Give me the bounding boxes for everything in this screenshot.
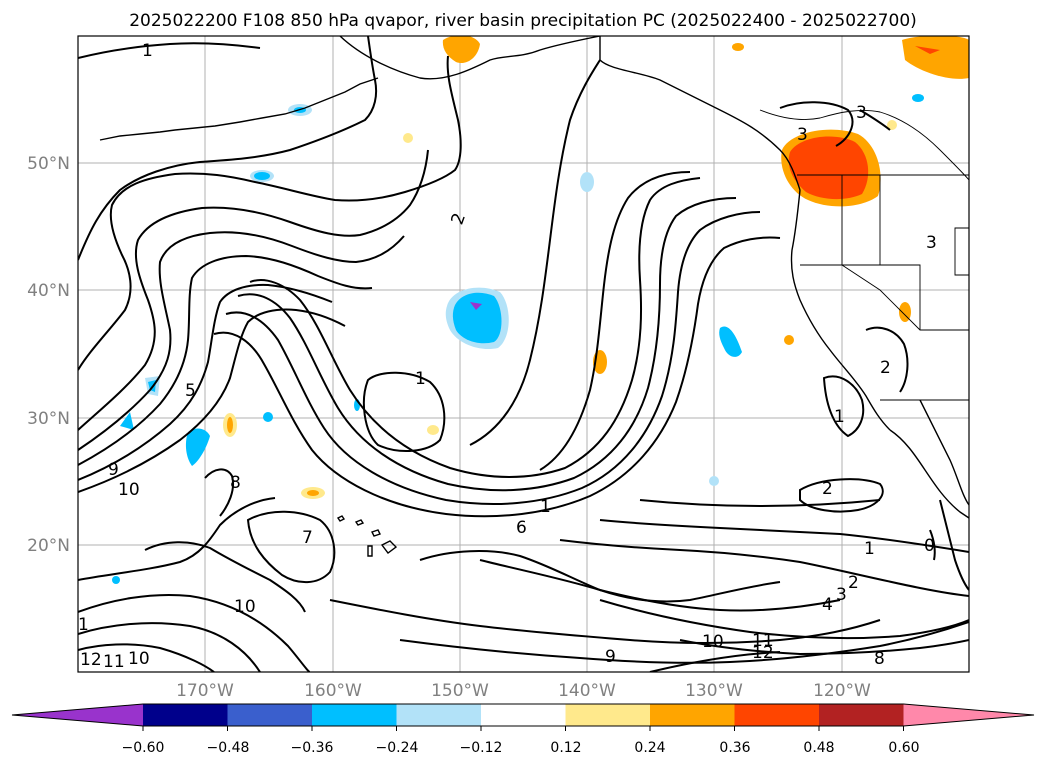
colorbar-tick-label: −0.24 [376, 740, 419, 756]
contour-label: 10 [118, 480, 140, 500]
colorbar-segment [227, 704, 313, 726]
colorbar-segment [819, 704, 904, 726]
contour-label: 2 [822, 479, 833, 499]
lat-label: 50°N [27, 154, 70, 174]
colorbar-segment [565, 704, 651, 726]
contour-label: 3 [926, 233, 937, 253]
contour-label: 10 [234, 597, 256, 617]
contour-label: 1 [540, 497, 551, 517]
map-content [78, 36, 969, 672]
contour-label: 11 [103, 652, 125, 672]
contour-label: 3 [856, 103, 867, 123]
lat-label: 30°N [27, 409, 70, 429]
coastlines [99, 36, 969, 557]
contour-label: 1 [142, 41, 153, 61]
colorbar [11, 703, 1035, 731]
colorbar-segment [650, 704, 735, 726]
contour-label: 1 [864, 539, 875, 559]
contour-label: 4 [822, 595, 833, 615]
colorbar-tick-label: −0.60 [122, 740, 165, 756]
contour-label: 11 [752, 631, 774, 651]
colorbar-tick-label: −0.12 [460, 740, 503, 756]
map-frame [77, 35, 970, 673]
colorbar-segment [734, 704, 820, 726]
longitude-labels: 170°W 160°W 150°W 140°W 130°W 120°W [176, 681, 871, 701]
lon-label: 140°W [558, 681, 616, 701]
contour-label: 10 [702, 632, 724, 652]
colorbar-tick-label: 0.12 [550, 740, 581, 756]
colorbar-tick-label: −0.48 [207, 740, 250, 756]
lat-label: 40°N [27, 281, 70, 301]
colorbar-segment [396, 704, 482, 726]
contour-label: 0 [924, 536, 935, 556]
lon-label: 150°W [431, 681, 489, 701]
contour-label: 1 [834, 407, 845, 427]
figure-title: 2025022200 F108 850 hPa qvapor, river ba… [129, 11, 917, 31]
contour-label: 3 [797, 125, 808, 145]
lon-label: 170°W [176, 681, 234, 701]
lat-label: 20°N [27, 536, 70, 556]
contour-label: 12 [752, 643, 774, 663]
lon-label: 130°W [685, 681, 743, 701]
colorbar-tick-label: −0.36 [291, 740, 334, 756]
contour-label: 12 [80, 650, 102, 670]
colorbar-tick-label: 0.24 [634, 740, 665, 756]
contour-label: 1 [78, 615, 89, 635]
contour-label: 3 [836, 585, 847, 605]
colorbar-tick-labels: −0.60 −0.48 −0.36 −0.24 −0.12 0.12 0.24 … [122, 740, 920, 756]
colorbar-tick-label: 0.36 [719, 740, 750, 756]
contour-labels: 1 2 3 3 3 5 9 10 8 7 10 10 11 12 1 1 6 1… [78, 41, 937, 672]
colorbar-segment [481, 704, 566, 726]
contour-label: 8 [230, 473, 241, 493]
colorbar-segment [312, 704, 397, 726]
contour-label: 9 [605, 647, 616, 667]
precip-shading [112, 36, 969, 584]
contour-label: 8 [874, 649, 885, 669]
lon-label: 120°W [813, 681, 871, 701]
qvapor-contours [78, 36, 969, 672]
contour-label: 7 [302, 528, 313, 548]
colorbar-extend-low [12, 704, 143, 726]
colorbar-segment [143, 704, 228, 726]
contour-label: 9 [108, 460, 119, 480]
contour-label: 2 [848, 573, 859, 593]
contour-label: 1 [415, 369, 426, 389]
colorbar-tick-label: 0.60 [888, 740, 919, 756]
contour-label: 6 [516, 518, 527, 538]
lon-label: 160°W [304, 681, 362, 701]
colorbar-tick-label: 0.48 [803, 740, 834, 756]
colorbar-extend-high [903, 704, 1034, 726]
contour-label: 5 [185, 381, 196, 401]
contour-label: 10 [128, 649, 150, 669]
latitude-labels: 50°N 40°N 30°N 20°N [27, 154, 70, 556]
contour-label: 2 [880, 358, 891, 378]
